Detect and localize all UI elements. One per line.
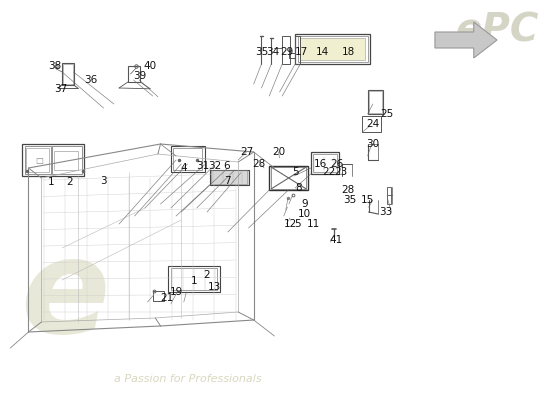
Bar [25, 146, 51, 174]
Text: 19: 19 [169, 287, 183, 297]
Bar [22, 144, 84, 176]
Text: 25: 25 [381, 109, 394, 119]
Bar [63, 64, 73, 84]
Bar [173, 148, 202, 170]
Bar [311, 152, 339, 174]
Bar [270, 166, 308, 190]
Text: 4: 4 [180, 163, 187, 173]
Text: 23: 23 [334, 167, 347, 177]
Text: 39: 39 [133, 71, 146, 81]
Text: 35: 35 [343, 195, 356, 205]
Bar [62, 63, 74, 85]
Bar [210, 170, 249, 185]
Text: 7: 7 [224, 176, 231, 186]
Text: 22: 22 [322, 167, 335, 177]
Text: 31: 31 [196, 161, 210, 171]
Bar [128, 66, 140, 82]
Bar [362, 116, 381, 132]
Text: 3: 3 [100, 176, 107, 186]
Bar [271, 167, 306, 189]
Bar [171, 268, 217, 290]
Text: 1: 1 [47, 177, 54, 187]
Bar [211, 170, 247, 184]
Text: 20: 20 [272, 147, 285, 157]
Text: 5: 5 [292, 167, 299, 177]
Text: 1: 1 [190, 276, 197, 286]
Bar [168, 266, 220, 292]
Text: 15: 15 [361, 195, 374, 205]
Text: 17: 17 [295, 47, 309, 57]
Text: □: □ [35, 156, 43, 164]
Text: 2: 2 [203, 270, 210, 280]
Bar [295, 34, 370, 64]
Bar [26, 148, 49, 172]
Text: 10: 10 [298, 209, 311, 219]
Text: 41: 41 [330, 235, 343, 245]
Text: 28: 28 [342, 185, 355, 195]
Bar [298, 36, 367, 62]
Bar [282, 36, 290, 64]
Text: 30: 30 [366, 139, 379, 149]
Text: 21: 21 [160, 293, 173, 303]
Bar [295, 36, 300, 64]
Text: 33: 33 [379, 207, 392, 217]
Bar [54, 151, 78, 170]
Text: a Passion for Professionals: a Passion for Professionals [114, 374, 262, 384]
Text: 40: 40 [144, 61, 157, 71]
Text: 18: 18 [342, 47, 355, 57]
Text: 29: 29 [280, 47, 294, 57]
Text: 27: 27 [240, 147, 253, 157]
Polygon shape [435, 22, 497, 58]
Bar [367, 90, 383, 114]
Text: 24: 24 [366, 119, 379, 129]
Bar [52, 146, 82, 174]
Text: 5: 5 [294, 219, 301, 229]
Bar [153, 291, 164, 301]
Text: 28: 28 [252, 159, 266, 169]
Text: 2: 2 [67, 177, 73, 187]
Text: 34: 34 [266, 47, 279, 57]
Bar [314, 154, 337, 172]
Text: 6: 6 [223, 161, 230, 171]
Text: ePC: ePC [455, 12, 539, 50]
Text: 36: 36 [84, 75, 97, 85]
Text: e: e [21, 233, 110, 360]
Text: 26: 26 [330, 159, 343, 169]
Text: 11: 11 [307, 219, 320, 229]
Text: 8: 8 [295, 183, 301, 193]
Bar [368, 91, 382, 113]
Text: 12: 12 [283, 219, 296, 229]
Text: 32: 32 [208, 161, 222, 171]
Text: 37: 37 [54, 84, 68, 94]
Text: 35: 35 [255, 47, 268, 57]
Text: 14: 14 [316, 47, 329, 57]
Text: 9: 9 [301, 199, 308, 209]
Bar [300, 38, 365, 60]
Bar [387, 187, 392, 204]
Bar [171, 146, 205, 172]
Text: 13: 13 [208, 282, 222, 292]
Text: 38: 38 [48, 61, 61, 71]
Text: 16: 16 [314, 159, 327, 169]
